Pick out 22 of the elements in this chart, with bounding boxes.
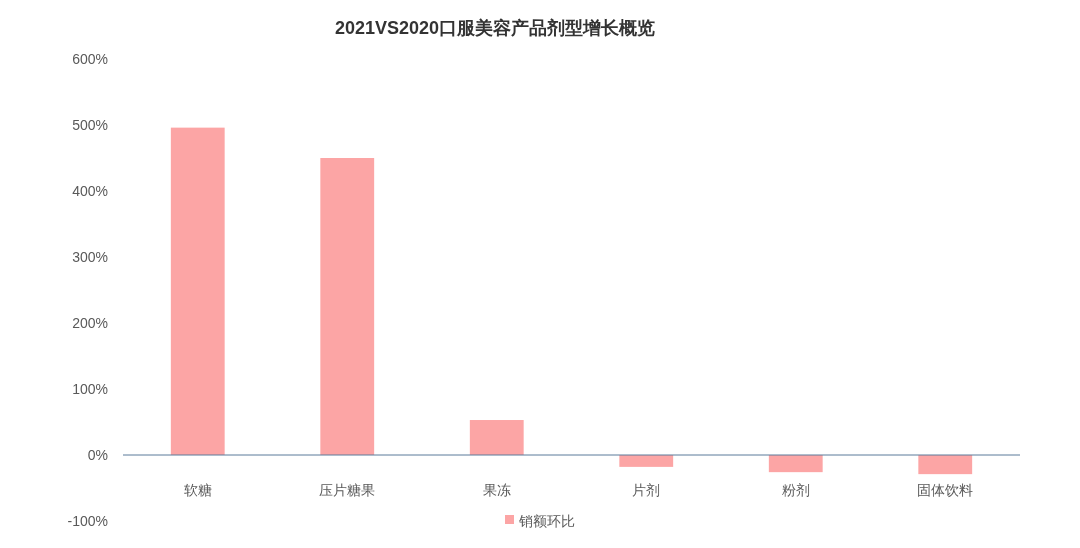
y-tick-label: 200% [72, 314, 108, 331]
x-tick-label: 软糖 [183, 482, 212, 498]
x-tick-label: 固体饮料 [917, 482, 974, 498]
bar [918, 455, 973, 475]
y-tick-label: 500% [72, 116, 108, 133]
y-tick-label: 0% [87, 446, 108, 463]
y-tick-label: -100% [67, 512, 108, 529]
bar [469, 420, 524, 455]
bar [320, 158, 375, 455]
legend-label: 销额环比 [518, 512, 575, 529]
y-tick-label: 100% [72, 380, 108, 397]
x-tick-label: 果冻 [482, 482, 511, 498]
y-tick-label: 300% [72, 248, 108, 265]
x-tick-label: 粉剂 [781, 482, 810, 498]
x-tick-label: 压片糖果 [319, 482, 376, 498]
bar [170, 127, 225, 455]
x-tick-label: 片剂 [632, 482, 661, 498]
bar [768, 455, 823, 473]
chart-title: 2021VS2020口服美容产品剂型增长概览 [334, 18, 656, 38]
y-tick-label: 400% [72, 182, 108, 199]
y-tick-label: 600% [72, 50, 108, 67]
bar [619, 455, 674, 467]
